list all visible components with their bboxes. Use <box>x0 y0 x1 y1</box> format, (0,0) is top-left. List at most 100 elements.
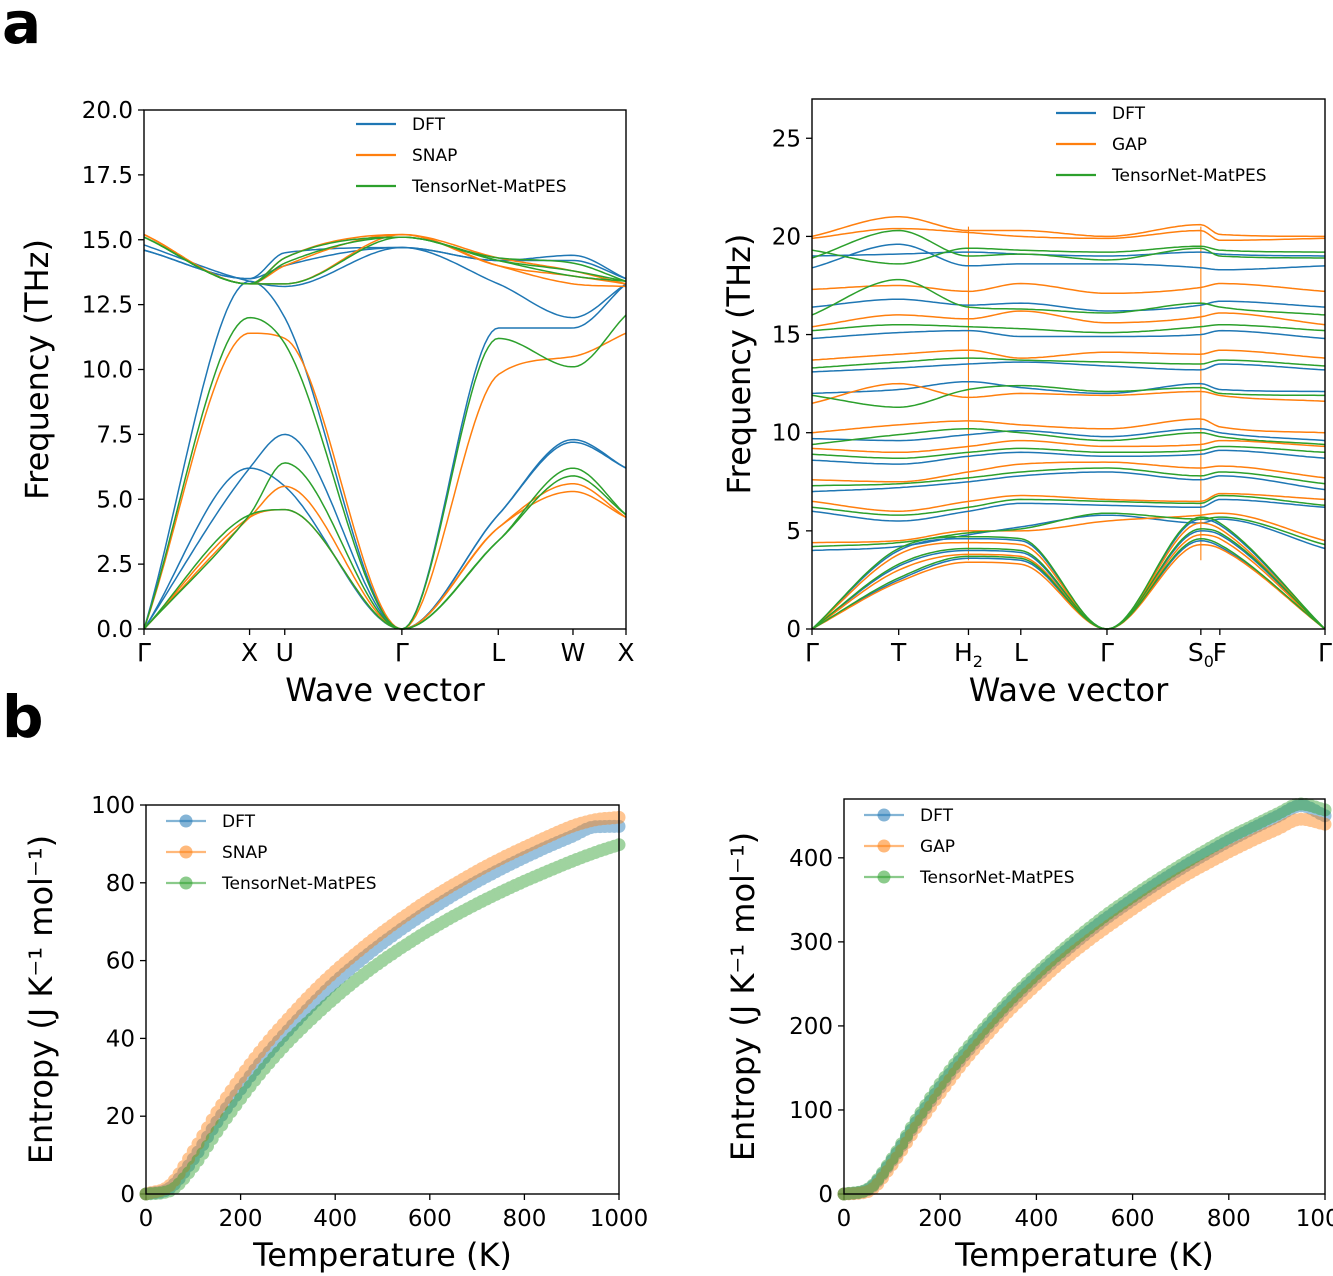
entropy-left-point-1-790 <box>513 853 527 867</box>
entropy-left-point-3-800 <box>517 874 531 888</box>
entropy-right-point-1-690 <box>1169 865 1183 879</box>
entropy-left-point-2-350 <box>305 987 318 1001</box>
bands-right-series-2-branch-12 <box>811 282 1326 295</box>
entropy-right-point-2-50 <box>861 1185 875 1198</box>
entropy-right-point-2-900 <box>1270 822 1284 836</box>
entropy-left-point-3-30 <box>153 1186 167 1200</box>
bands-left-kpoint-symbol-2: U <box>276 638 294 667</box>
entropy-right-point-2-930 <box>1284 815 1298 829</box>
entropy-right-point-2-470 <box>1063 948 1077 962</box>
entropy-left-point-2-760 <box>499 849 512 863</box>
entropy-right-point-2-940 <box>1289 813 1303 827</box>
bands-left-series-1-branch-4 <box>143 244 627 319</box>
entropy-left-point-3-690 <box>465 899 479 913</box>
entropy-left-point-1-650 <box>446 888 460 902</box>
entropy-right-point-2-890 <box>1265 824 1279 838</box>
entropy-right-point-1-720 <box>1183 856 1197 870</box>
entropy-left-point-2-180 <box>224 1084 238 1098</box>
bands-left-ytick-label-2: 5.0 <box>96 487 133 513</box>
bands-left-ytick-label-4: 10.0 <box>82 358 133 384</box>
entropy-left-point-2-530 <box>390 915 404 929</box>
entropy-right-point-3-60 <box>866 1178 880 1192</box>
entropy-right-point-3-190 <box>928 1084 942 1098</box>
entropy-left-point-1-200 <box>234 1082 248 1096</box>
entropy-left-point-3-180 <box>224 1105 238 1119</box>
entropy-right-point-1-90 <box>880 1160 894 1174</box>
entropy-left-point-3-530 <box>390 944 404 958</box>
entropy-left-ytick-label-5: 100 <box>91 793 135 819</box>
entropy-left-point-2-850 <box>541 830 555 843</box>
entropy-left-point-1-630 <box>437 894 451 908</box>
entropy-right-point-2-550 <box>1102 919 1115 933</box>
entropy-left-point-3-780 <box>508 879 522 892</box>
entropy-right-point-2-80 <box>876 1171 889 1185</box>
entropy-right-point-2-350 <box>1005 1000 1019 1014</box>
entropy-left-point-2-680 <box>461 870 475 883</box>
entropy-left-point-1-920 <box>574 825 588 839</box>
entropy-left-point-2-240 <box>253 1045 266 1059</box>
entropy-left-point-2-800 <box>517 840 531 854</box>
entropy-right-point-3-30 <box>851 1185 865 1199</box>
entropy-left-point-3-200 <box>234 1092 248 1106</box>
entropy-right-point-1-430 <box>1044 957 1058 971</box>
bands-right-series-3-branch-11 <box>811 323 1326 334</box>
entropy-right-point-3-520 <box>1087 917 1101 931</box>
entropy-right-point-1-210 <box>938 1074 952 1088</box>
entropy-left-point-1-90 <box>182 1159 196 1173</box>
entropy-right-point-1-440 <box>1049 953 1063 967</box>
entropy-right-point-1-640 <box>1145 880 1159 894</box>
entropy-right-point-1-930 <box>1284 802 1298 815</box>
entropy-right-point-1-490 <box>1073 932 1087 946</box>
entropy-left-point-3-90 <box>182 1166 196 1180</box>
entropy-right-point-3-410 <box>1034 962 1048 976</box>
entropy-left-point-1-330 <box>295 1008 309 1022</box>
entropy-left-point-3-210 <box>238 1085 252 1099</box>
entropy-left-point-3-950 <box>588 846 602 859</box>
entropy-left-point-1-170 <box>219 1101 233 1115</box>
entropy-right-point-3-990 <box>1313 802 1327 816</box>
entropy-right-point-3-640 <box>1145 877 1159 891</box>
entropy-right-point-3-230 <box>948 1057 962 1071</box>
entropy-right-point-2-290 <box>977 1032 990 1046</box>
entropy-right-point-2-500 <box>1078 937 1091 951</box>
bands-left-series-2-branch-1 <box>143 485 627 630</box>
bands-right-ytick-label-1: 5 <box>786 519 801 545</box>
entropy-left-point-1-800 <box>517 851 531 864</box>
bands-left-series-1-branch-6 <box>143 246 627 280</box>
entropy-left-point-1-560 <box>404 916 418 930</box>
entropy-left-point-2-600 <box>423 892 437 906</box>
entropy-right-point-3-450 <box>1054 945 1067 959</box>
bands-left-series-2-branch-2 <box>143 482 627 630</box>
entropy-left-legend-marker-2 <box>179 845 193 859</box>
entropy-right-point-2-720 <box>1183 866 1197 879</box>
entropy-left-point-1-990 <box>607 819 621 833</box>
entropy-right-point-1-970 <box>1304 801 1318 815</box>
entropy-left-point-2-990 <box>607 811 621 825</box>
entropy-left-point-3-860 <box>546 862 560 876</box>
bands-right-series-1-branch-6 <box>811 471 1326 493</box>
entropy-right-point-1-750 <box>1198 848 1212 861</box>
entropy-left-point-3-430 <box>342 979 356 993</box>
entropy-left-point-2-150 <box>210 1105 224 1119</box>
entropy-right-point-2-450 <box>1054 956 1067 970</box>
entropy-left-xtick-label-1: 200 <box>219 1206 263 1232</box>
entropy-left-point-3-700 <box>470 897 484 911</box>
entropy-left-point-2-890 <box>560 821 574 835</box>
entropy-left-point-2-910 <box>569 818 583 832</box>
entropy-left-point-1-240 <box>253 1057 266 1071</box>
entropy-right-point-1-620 <box>1135 886 1149 900</box>
entropy-left-point-2-900 <box>565 819 579 833</box>
entropy-left-point-2-110 <box>191 1137 205 1151</box>
entropy-right-point-2-710 <box>1179 868 1192 882</box>
bands-right-kpoint-symbol-2: H <box>954 638 973 667</box>
bands-left-legend-label-1: DFT <box>412 115 446 135</box>
entropy-left-point-2-610 <box>428 889 441 903</box>
entropy-right-point-1-760 <box>1203 845 1217 859</box>
entropy-right-point-1-520 <box>1087 921 1101 935</box>
entropy-right-series-3 <box>837 797 1332 1201</box>
entropy-right-point-2-920 <box>1280 817 1293 831</box>
entropy-left-point-3-570 <box>409 932 423 946</box>
entropy-left-point-1-250 <box>257 1051 271 1065</box>
entropy-left-ylabel: Entropy (J K⁻¹ mol⁻¹) <box>22 835 60 1164</box>
entropy-right-point-1-300 <box>981 1020 995 1034</box>
